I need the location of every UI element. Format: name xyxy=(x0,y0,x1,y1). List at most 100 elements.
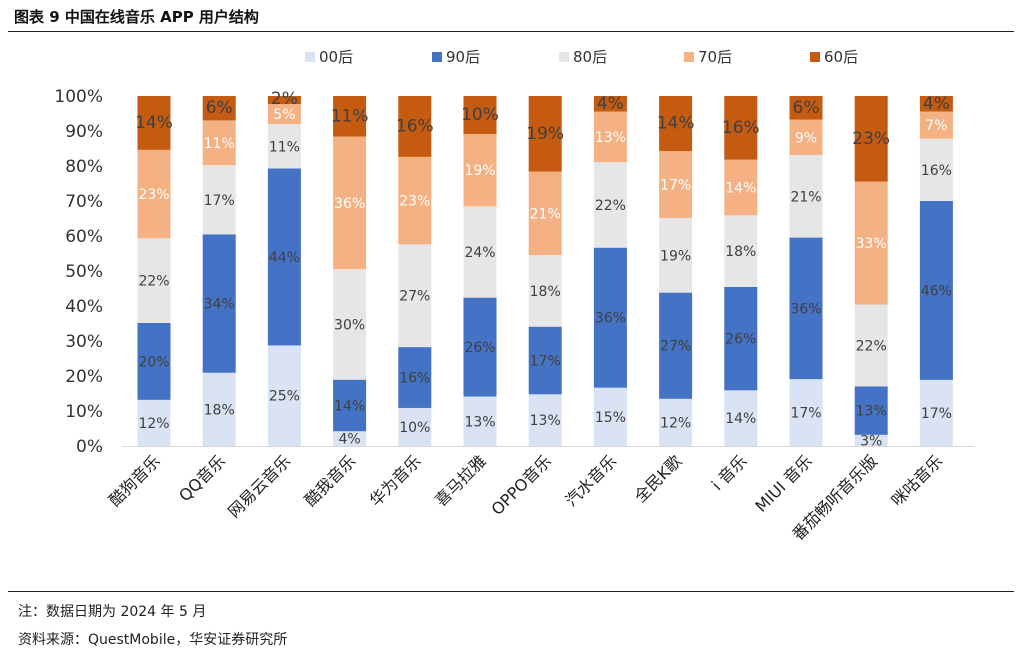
y-tick-label: 0% xyxy=(76,437,103,457)
legend-swatch-00后 xyxy=(305,52,315,62)
data-label: 33% xyxy=(856,236,887,252)
data-label: 12% xyxy=(660,415,691,431)
data-label: 20% xyxy=(138,354,169,370)
data-label: 36% xyxy=(595,311,626,327)
data-label: 21% xyxy=(790,189,821,205)
x-tick-label: 酷我音乐 xyxy=(301,451,360,510)
data-label: 44% xyxy=(269,250,300,266)
bar-segment-80后 xyxy=(137,238,171,323)
data-label: 25% xyxy=(269,389,300,405)
bar-segment-90后 xyxy=(333,379,367,432)
legend-swatch-60后 xyxy=(810,52,820,62)
legend-label: 90后 xyxy=(446,48,480,66)
data-label: 36% xyxy=(790,301,821,317)
y-tick-label: 20% xyxy=(65,367,103,387)
bar-segment-00后 xyxy=(593,387,627,446)
data-label: 18% xyxy=(725,244,756,260)
x-tick-label: MIUI 音乐 xyxy=(751,451,815,515)
data-label: 30% xyxy=(334,317,365,333)
bar-segment-60后 xyxy=(919,96,953,112)
data-label: 16% xyxy=(399,371,430,387)
data-label: 2% xyxy=(271,89,298,109)
data-label: 26% xyxy=(464,340,495,356)
stacked-bar-chart: 00后 90后 80后 70后 60后 0% 10% 20% 30% 40% 50% 60% 70% 8… xyxy=(54,48,975,544)
bar-segment-60后 xyxy=(267,96,301,105)
bar-segment-70后 xyxy=(267,104,301,125)
bar-segment-90后 xyxy=(528,326,562,395)
data-label: 14% xyxy=(725,411,756,427)
bar-segment-70后 xyxy=(398,156,432,245)
bottom-rule xyxy=(8,591,1014,592)
bar-segment-80后 xyxy=(789,154,823,238)
data-label: 18% xyxy=(204,402,235,418)
bar-segment-90后 xyxy=(463,297,497,397)
y-tick-label: 70% xyxy=(65,192,103,212)
legend-swatch-80后 xyxy=(559,52,569,62)
bar-segment-70后 xyxy=(789,119,823,155)
data-label: 4% xyxy=(338,432,360,448)
source-note: 资料来源：QuestMobile，华安证券研究所 xyxy=(18,632,288,648)
bars: 12% 20% 22% 23% 14% 18% 34% 17% 11% 6% 25% 44% 11% 5%… xyxy=(135,89,953,449)
bar-segment-00后 xyxy=(202,372,236,446)
data-label: 23% xyxy=(138,187,169,203)
bar-segment-00后 xyxy=(854,434,888,446)
bar-segment-70后 xyxy=(724,159,758,216)
data-label: 18% xyxy=(530,284,561,300)
data-label: 19% xyxy=(660,248,691,264)
bar-segment-80后 xyxy=(659,217,693,293)
data-label: 14% xyxy=(657,114,695,134)
data-label: 11% xyxy=(331,106,369,126)
bar-segment-80后 xyxy=(593,162,627,248)
bar-segment-70后 xyxy=(333,136,367,270)
bar-segment-80后 xyxy=(267,124,301,169)
bar-segment-00后 xyxy=(137,399,171,446)
data-label: 11% xyxy=(204,136,235,152)
data-label: 27% xyxy=(399,289,430,305)
bar-segment-70后 xyxy=(463,134,497,207)
bar-segment-00后 xyxy=(789,379,823,446)
bar-segment-90后 xyxy=(137,322,171,400)
data-label: 5% xyxy=(273,107,295,123)
x-tick-label: OPPO音乐 xyxy=(487,451,555,519)
data-label: 6% xyxy=(793,98,820,118)
bar-segment-60后 xyxy=(137,96,171,150)
bar-segment-70后 xyxy=(593,111,627,163)
bar-segment-90后 xyxy=(854,386,888,435)
bar-segment-70后 xyxy=(659,151,693,218)
data-label: 13% xyxy=(856,404,887,420)
bar-segment-00后 xyxy=(463,396,497,446)
bar-segment-60后 xyxy=(789,96,823,120)
data-label: 16% xyxy=(921,163,952,179)
bar-segment-00后 xyxy=(528,394,562,446)
data-label: 11% xyxy=(269,139,300,155)
data-label: 9% xyxy=(795,130,817,146)
data-label: 3% xyxy=(860,433,882,449)
x-tick-label: 酷狗音乐 xyxy=(105,451,164,510)
bar-segment-90后 xyxy=(919,201,953,380)
bar-segment-60后 xyxy=(528,96,562,172)
data-label: 16% xyxy=(396,116,434,136)
bar-segment-80后 xyxy=(202,165,236,235)
data-label: 34% xyxy=(204,297,235,313)
bar-segment-70后 xyxy=(528,171,562,256)
bar-segment-80后 xyxy=(463,206,497,298)
data-label: 24% xyxy=(464,245,495,261)
bar-segment-90后 xyxy=(593,247,627,388)
y-tick-label: 60% xyxy=(65,227,103,247)
bar-segment-70后 xyxy=(854,181,888,305)
bar-segment-90后 xyxy=(202,234,236,373)
data-label: 22% xyxy=(138,274,169,290)
bar-segment-60后 xyxy=(463,96,497,135)
data-label: 12% xyxy=(138,416,169,432)
data-label: 6% xyxy=(206,98,233,118)
data-label: 36% xyxy=(334,196,365,212)
data-label: 13% xyxy=(464,414,495,430)
bar-segment-60后 xyxy=(724,96,758,160)
bar-segment-70后 xyxy=(137,149,171,239)
data-label: 17% xyxy=(204,193,235,209)
data-label: 10% xyxy=(461,105,499,125)
bar-segment-60后 xyxy=(659,96,693,152)
data-label: 13% xyxy=(595,130,626,146)
bar-segment-90后 xyxy=(398,347,432,408)
